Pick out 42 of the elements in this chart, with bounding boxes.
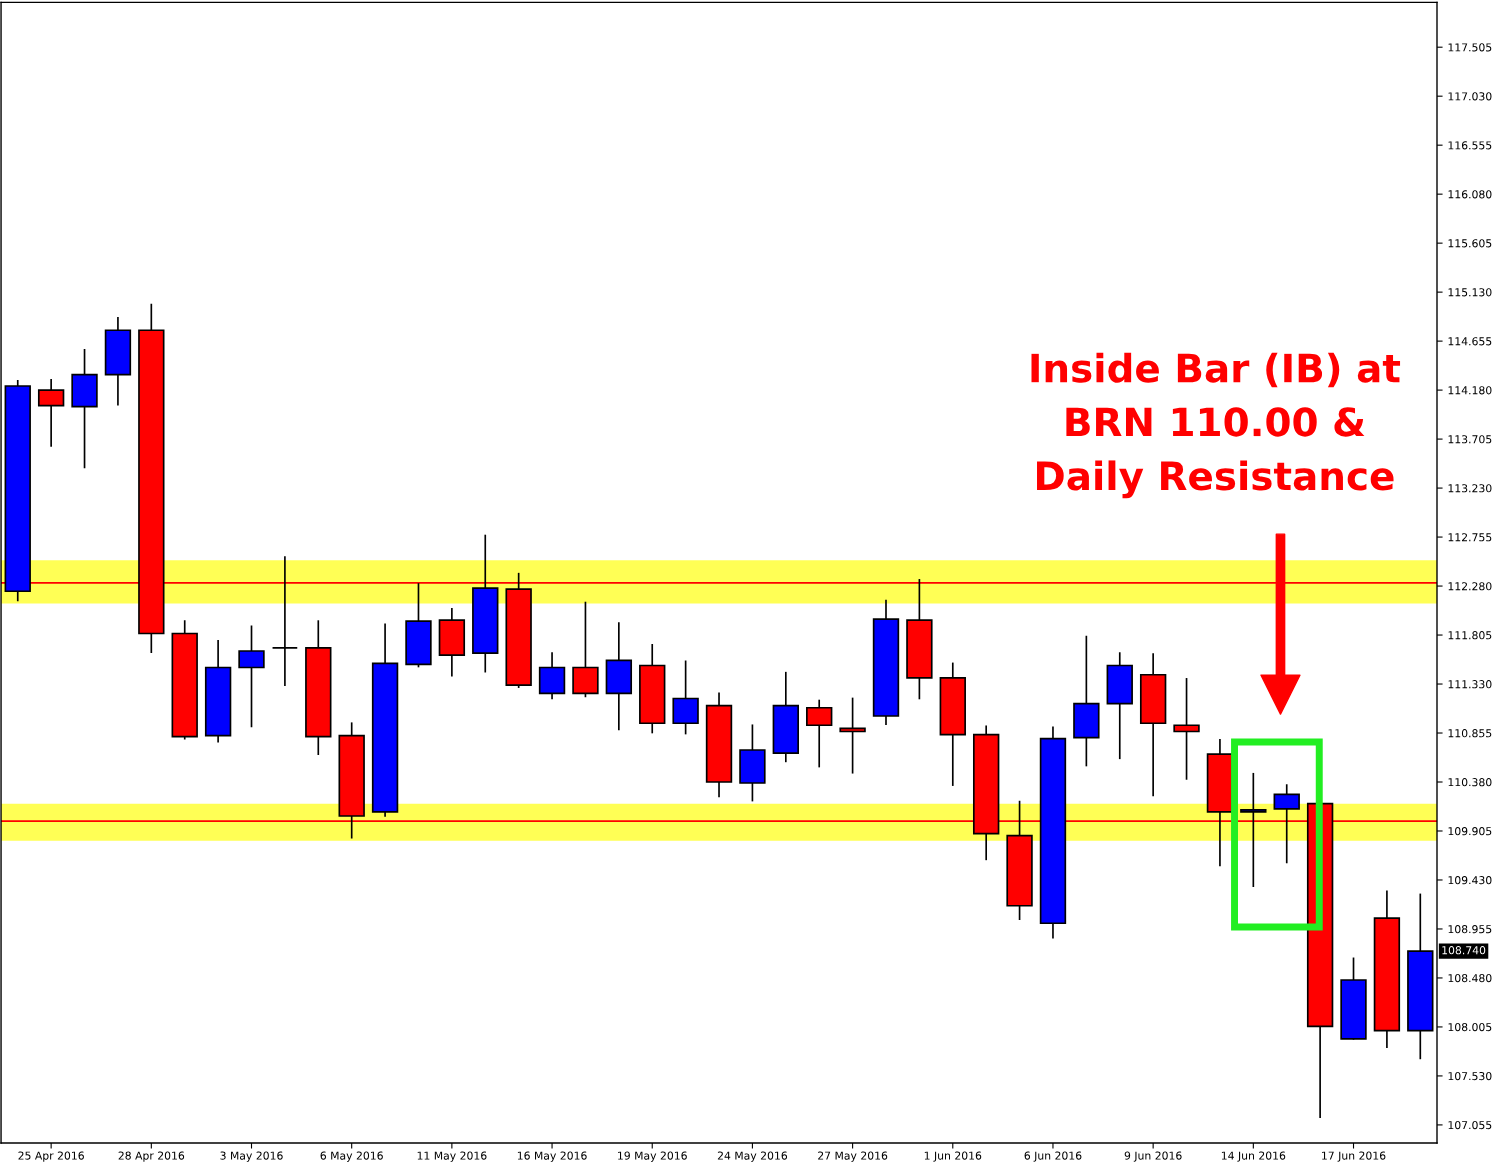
- y-tick-label: 109.905: [1448, 827, 1492, 836]
- y-tick-label: 116.080: [1448, 190, 1492, 199]
- x-tick-label: 16 May 2016: [517, 1151, 587, 1162]
- candlestick: [1173, 678, 1200, 780]
- annotation: Inside Bar (IB) at BRN 110.00 & Daily Resistance: [1031, 352, 1401, 499]
- y-tick-label: 110.855: [1448, 729, 1492, 738]
- x-tick-label: 19 May 2016: [618, 1151, 687, 1162]
- x-tick-label: 27 May 2016: [818, 1151, 888, 1162]
- x-tick-label: 3 May 2016: [220, 1151, 283, 1162]
- y-tick-label: 109.430: [1448, 876, 1492, 885]
- y-tick-label: 117.030: [1448, 92, 1492, 101]
- y-tick-label: 117.505: [1448, 43, 1492, 52]
- y-tick-label: 114.655: [1448, 337, 1492, 346]
- y-tick-label: 107.530: [1448, 1072, 1492, 1081]
- y-tick-label: 114.180: [1448, 386, 1492, 395]
- text: 108.740: [1442, 946, 1486, 955]
- x-tick-label: 25 Apr 2016: [18, 1151, 84, 1162]
- x-tick-label: 6 Jun 2016: [1024, 1151, 1082, 1162]
- y-tick-label: 113.705: [1448, 435, 1492, 444]
- y-tick-label: 108.005: [1448, 1023, 1492, 1032]
- y-tick-label: 113.230: [1448, 484, 1492, 493]
- x-tick-label: 1 Jun 2016: [924, 1151, 982, 1162]
- y-tick-label: 111.330: [1448, 680, 1492, 689]
- y-tick-label: 111.805: [1448, 631, 1492, 640]
- x-tick-label: 28 Apr 2016: [118, 1151, 185, 1162]
- x-tick-label: 24 May 2016: [717, 1151, 788, 1162]
- candlestick: [1240, 772, 1267, 887]
- x-tick-label: 14 Jun 2016: [1221, 1151, 1286, 1162]
- y-tick-label: 110.380: [1448, 778, 1492, 787]
- x-tick-label: 6 May 2016: [320, 1151, 383, 1162]
- y-tick-label: 112.280: [1448, 582, 1492, 591]
- y-tick-label: 115.605: [1448, 239, 1492, 248]
- y-tick-label: 112.755: [1448, 533, 1492, 542]
- x-tick-label: 9 Jun 2016: [1124, 1151, 1182, 1162]
- y-tick-label: 107.055: [1448, 1120, 1492, 1130]
- candlestick: [271, 556, 299, 686]
- x-tick-label: 11 May 2016: [417, 1151, 487, 1162]
- y-tick-label: 108.955: [1448, 925, 1492, 934]
- y-tick-label: 116.555: [1448, 141, 1492, 150]
- y-tick-label: 115.130: [1448, 288, 1492, 297]
- y-tick-label: 108.480: [1448, 974, 1492, 983]
- x-tick-label: 17 Jun 2016: [1322, 1151, 1386, 1162]
